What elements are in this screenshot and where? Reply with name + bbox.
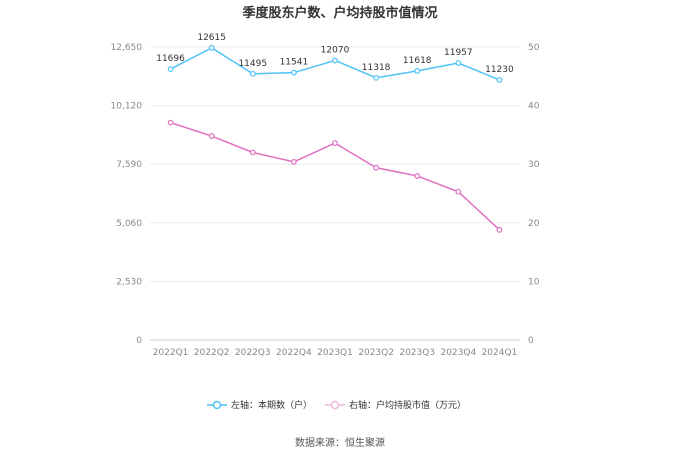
legend-marker-avg-value (330, 400, 340, 410)
right-tick-label: 50 (528, 43, 540, 53)
left-tick-label: 7,590 (116, 160, 142, 170)
left-axis: 0 2,530 5,060 7,590 10,120 12,650 (111, 43, 143, 346)
left-tick-label: 5,060 (116, 219, 142, 229)
right-tick-label: 0 (528, 336, 534, 346)
data-label: 11541 (280, 58, 309, 68)
x-axis: 2022Q1 2022Q2 2022Q3 2022Q4 2023Q1 2023Q2 2023… (153, 348, 518, 358)
data-label: 11230 (485, 65, 514, 75)
data-label: 11618 (403, 56, 432, 66)
data-point[interactable] (373, 74, 380, 81)
x-tick-label: 2023Q1 (317, 348, 353, 358)
x-tick-label: 2022Q1 (153, 348, 189, 358)
data-point[interactable] (332, 57, 338, 64)
data-point[interactable] (414, 68, 421, 74)
data-label: 11495 (238, 59, 267, 69)
data-label: 12615 (197, 33, 226, 43)
data-point[interactable] (290, 158, 297, 165)
data-point[interactable] (249, 149, 256, 156)
data-point[interactable] (455, 60, 462, 66)
data-label: 11957 (444, 48, 473, 58)
data-point[interactable] (332, 140, 338, 147)
data-point[interactable] (496, 226, 503, 233)
data-point[interactable] (167, 119, 174, 126)
data-source: 数据来源：恒生聚源 (295, 436, 385, 449)
x-tick-label: 2022Q3 (235, 348, 271, 358)
data-point[interactable] (249, 70, 256, 77)
x-tick-label: 2023Q3 (399, 348, 435, 358)
legend: 左轴：本期数（户） 右轴：户均持股市值（万元） (207, 399, 466, 411)
legend-label-avg-value: 右轴：户均持股市值（万元） (349, 399, 466, 411)
x-tick-label: 2023Q4 (440, 348, 476, 358)
x-tick-label: 2022Q2 (194, 348, 230, 358)
data-point[interactable] (373, 164, 380, 171)
data-point[interactable] (208, 133, 215, 139)
series-layer: 11696 12615 11495 11541 12070 11318 11618 11957… (156, 33, 514, 233)
legend-item-households[interactable]: 左轴：本期数（户） (207, 399, 312, 411)
grid (150, 46, 520, 282)
right-tick-label: 40 (528, 102, 540, 112)
data-point[interactable] (414, 173, 421, 179)
data-point[interactable] (290, 69, 297, 76)
left-tick-label: 10,120 (111, 102, 143, 112)
right-tick-label: 10 (528, 277, 540, 287)
right-tick-label: 20 (528, 219, 540, 229)
data-point[interactable] (455, 188, 462, 195)
right-tick-label: 30 (528, 160, 540, 170)
legend-label-households: 左轴：本期数（户） (231, 399, 312, 411)
data-label: 11318 (362, 63, 391, 73)
left-tick-label: 12,650 (111, 43, 143, 53)
x-tick-label: 2024Q1 (482, 348, 518, 358)
legend-item-avg-value[interactable]: 右轴：户均持股市值（万元） (325, 399, 466, 411)
left-tick-label: 0 (136, 336, 142, 346)
x-tick-label: 2023Q2 (358, 348, 394, 358)
data-point[interactable] (496, 76, 503, 83)
data-point[interactable] (167, 66, 174, 72)
data-point[interactable] (208, 44, 215, 51)
series-line-1 (170, 121, 500, 231)
data-label: 11696 (156, 54, 185, 64)
legend-marker-households (212, 400, 222, 410)
chart-title: 季度股东户数、户均持股市值情况 (241, 5, 437, 21)
x-tick-label: 2022Q4 (276, 348, 312, 358)
right-axis: 0 10 20 30 40 50 (528, 43, 540, 346)
left-tick-label: 2,530 (116, 277, 142, 287)
data-label: 12070 (321, 45, 350, 55)
